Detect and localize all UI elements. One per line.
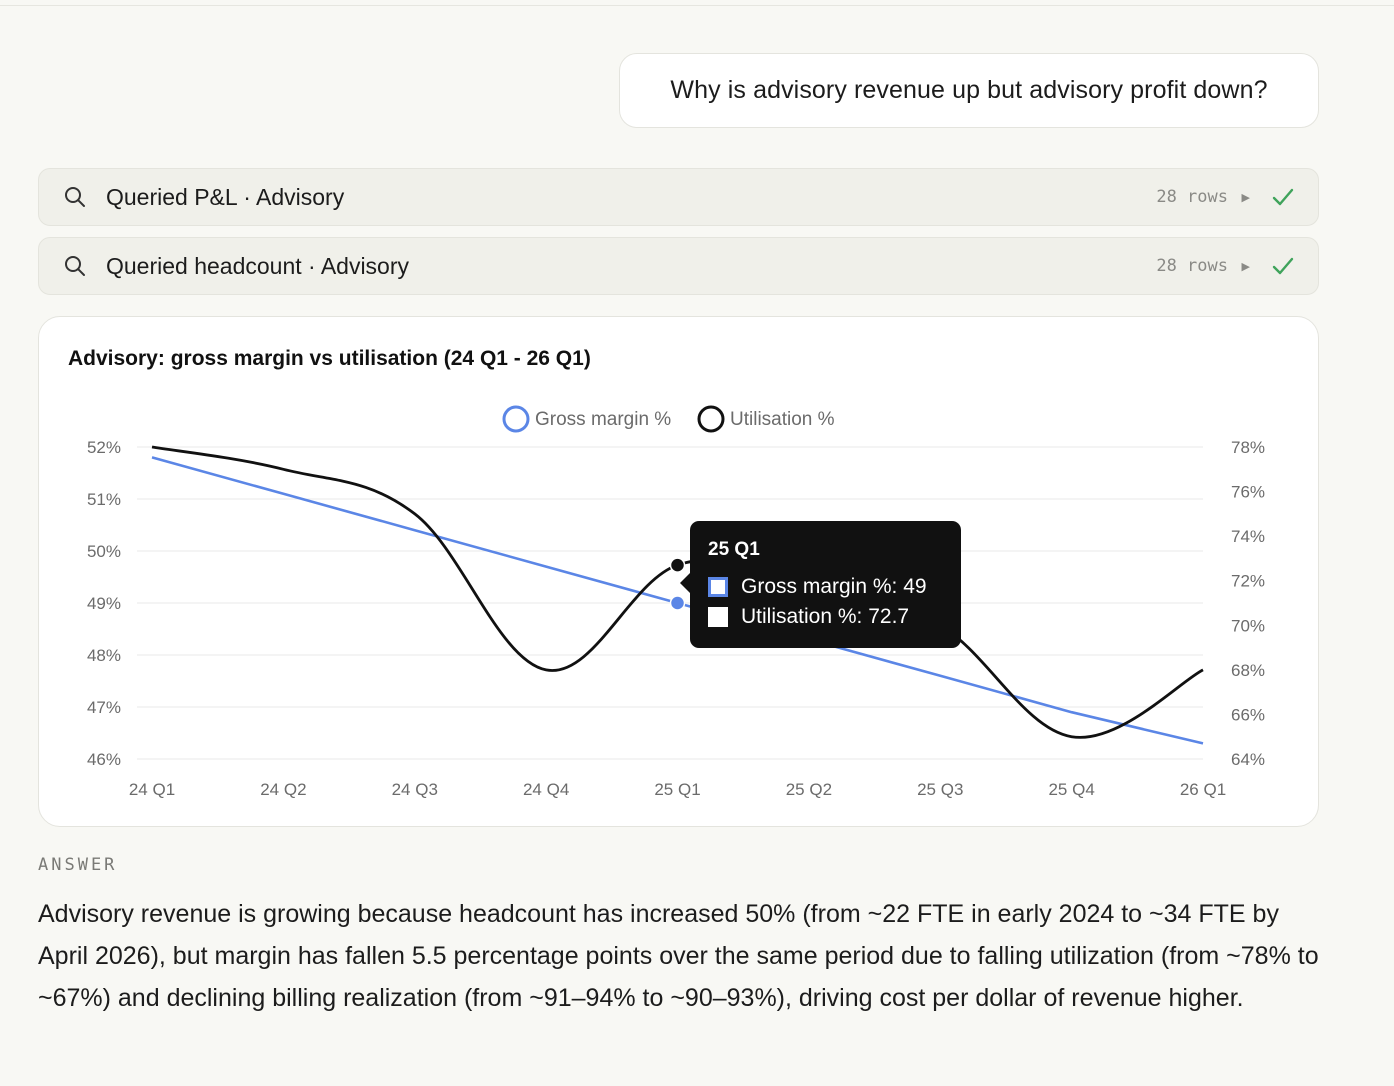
top-divider [0,5,1394,6]
tooltip-swatch-utilisation [708,607,728,627]
tooltip-text-utilisation: Utilisation %: 72.7 [741,605,910,628]
tool-call-row-pl[interactable]: Queried P&L · Advisory 28 rows ▶ [38,168,1319,226]
y-right-tick-label: 66% [1231,705,1265,724]
search-icon [65,187,85,207]
tooltip-text-gross-margin: Gross margin %: 49 [741,575,927,598]
y-left-tick-label: 50% [87,542,121,561]
chart-title: Advisory: gross margin vs utilisation (2… [68,347,591,370]
y-left-tick-label: 49% [87,594,121,613]
y-left-tick-label: 52% [87,438,121,457]
series-point-gross-margin [669,595,686,611]
tool-call-row-count: 28 rows [1156,256,1228,276]
tool-call-label: Queried P&L · Advisory [106,183,345,210]
y-right-tick-label: 76% [1231,483,1265,502]
user-message-text: Why is advisory revenue up but advisory … [670,76,1268,104]
chart-card: Advisory: gross margin vs utilisation (2… [38,316,1319,827]
legend-label-gross-margin: Gross margin % [535,409,671,430]
tooltip-title: 25 Q1 [708,539,760,560]
tooltip-row-utilisation: Utilisation %: 72.7 [708,605,909,629]
tool-call-label: Queried headcount · Advisory [106,252,410,279]
x-tick-label: 26 Q1 [1180,780,1226,799]
y-right-tick-label: 64% [1231,750,1265,769]
y-left-tick-label: 51% [87,490,121,509]
legend-label-utilisation: Utilisation % [730,409,835,430]
tooltip-row-gross-margin: Gross margin %: 49 [708,575,927,599]
x-tick-label: 25 Q2 [786,780,832,799]
check-icon [1272,257,1294,275]
search-icon [65,256,85,276]
series-line-utilisation [151,445,1204,739]
y-left-tick-label: 46% [87,750,121,769]
user-message-bubble: Why is advisory revenue up but advisory … [619,53,1319,128]
check-icon [1272,188,1294,206]
tooltip-swatch-gross-margin [708,577,728,597]
y-left-tick-label: 48% [87,646,121,665]
y-right-tick-label: 72% [1231,572,1265,591]
legend-marker-utilisation [697,405,725,433]
y-left-tick-label: 47% [87,698,121,717]
tool-call-row-headcount[interactable]: Queried headcount · Advisory 28 rows ▶ [38,237,1319,295]
y-right-tick-label: 78% [1231,438,1265,457]
x-tick-label: 25 Q1 [654,780,700,799]
expand-triangle-icon[interactable]: ▶ [1241,191,1250,204]
y-right-tick-label: 74% [1231,527,1265,546]
answer-heading: ANSWER [38,855,118,875]
chart-tooltip: 25 Q1 Gross margin %: 49 Utilisation %: … [680,521,961,648]
x-tick-label: 24 Q4 [523,780,569,799]
series-point-utilisation [669,557,686,573]
answer-text: Advisory revenue is growing because head… [38,900,1319,1012]
x-tick-label: 24 Q2 [260,780,306,799]
y-right-tick-label: 70% [1231,616,1265,635]
x-tick-label: 25 Q3 [917,780,963,799]
expand-triangle-icon[interactable]: ▶ [1241,260,1250,273]
tool-call-row-count: 28 rows [1156,187,1228,207]
y-right-tick-label: 68% [1231,661,1265,680]
x-tick-label: 25 Q4 [1048,780,1094,799]
chart-svg[interactable]: 46% 47% 48% 49% 50% 51% 52% 64% 66% 68% 70% 72% 74% 7… [39,317,1320,828]
x-tick-label: 24 Q3 [392,780,438,799]
x-tick-label: 24 Q1 [129,780,175,799]
legend-marker-gross-margin [502,405,530,433]
